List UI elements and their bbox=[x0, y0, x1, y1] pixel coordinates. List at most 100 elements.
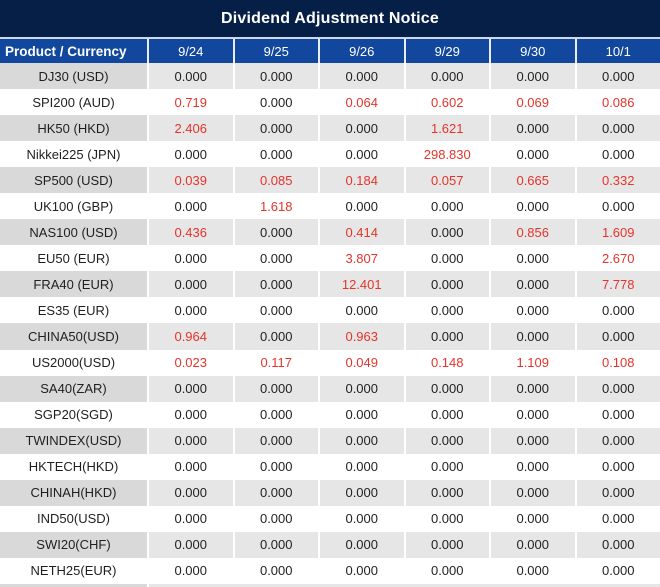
value-cell: 1.618 bbox=[234, 193, 320, 220]
product-cell: SA40(ZAR) bbox=[0, 375, 149, 402]
product-cell: SWI20(CHF) bbox=[0, 531, 149, 558]
value-cell: 0.000 bbox=[320, 557, 406, 584]
value-cell: 0.000 bbox=[491, 557, 577, 584]
value-cell: 0.000 bbox=[149, 375, 235, 402]
product-cell: SPI200 (AUD) bbox=[0, 89, 149, 116]
value-cell: 0.000 bbox=[234, 89, 320, 116]
value-cell: 0.000 bbox=[576, 375, 660, 402]
value-cell: 0.000 bbox=[149, 427, 235, 454]
value-cell: 0.000 bbox=[149, 401, 235, 428]
value-cell: 0.000 bbox=[576, 323, 660, 350]
value-cell: 0.000 bbox=[320, 63, 406, 90]
product-cell: NETH25(EUR) bbox=[0, 557, 149, 584]
value-cell: 0.000 bbox=[149, 193, 235, 220]
value-cell: 0.000 bbox=[149, 297, 235, 324]
value-cell: 0.000 bbox=[491, 401, 577, 428]
value-cell: 0.000 bbox=[576, 193, 660, 220]
value-cell: 298.830 bbox=[405, 141, 491, 168]
value-cell: 0.000 bbox=[405, 557, 491, 584]
product-cell: CHINAH(HKD) bbox=[0, 479, 149, 506]
value-cell: 0.000 bbox=[491, 245, 577, 272]
value-cell: 0.000 bbox=[405, 271, 491, 298]
value-cell: 0.000 bbox=[234, 375, 320, 402]
value-cell: 0.000 bbox=[234, 427, 320, 454]
value-cell: 0.000 bbox=[234, 271, 320, 298]
value-cell: 0.000 bbox=[491, 453, 577, 480]
value-cell: 0.000 bbox=[149, 505, 235, 532]
column-header-date: 9/29 bbox=[406, 39, 491, 63]
value-cell: 0.000 bbox=[576, 427, 660, 454]
value-cell: 0.000 bbox=[491, 505, 577, 532]
product-cell: FRA40 (EUR) bbox=[0, 271, 149, 298]
value-cell: 0.000 bbox=[320, 193, 406, 220]
value-cell: 0.000 bbox=[320, 401, 406, 428]
product-cell: US2000(USD) bbox=[0, 349, 149, 376]
value-cell: 0.000 bbox=[320, 427, 406, 454]
value-cell: 0.000 bbox=[320, 297, 406, 324]
product-cell: SGP20(SGD) bbox=[0, 401, 149, 428]
table-header-row: Product / Currency 9/24 9/25 9/26 9/29 9/30 1… bbox=[0, 39, 660, 63]
table-row: SWI20(CHF) 0.000 0.000 0.000 0.000 0.000 0.000 bbox=[0, 531, 660, 558]
value-cell: 0.000 bbox=[491, 141, 577, 168]
value-cell: 0.000 bbox=[405, 63, 491, 90]
value-cell: 0.184 bbox=[320, 167, 406, 194]
value-cell: 0.023 bbox=[149, 349, 235, 376]
value-cell: 1.621 bbox=[405, 115, 491, 142]
value-cell: 0.000 bbox=[576, 479, 660, 506]
product-cell: CHINA50(USD) bbox=[0, 323, 149, 350]
value-cell: 0.000 bbox=[234, 141, 320, 168]
value-cell: 0.436 bbox=[149, 219, 235, 246]
value-cell: 0.963 bbox=[320, 323, 406, 350]
value-cell: 0.000 bbox=[491, 375, 577, 402]
table-row: NAS100 (USD) 0.436 0.000 0.414 0.000 0.856 1.6… bbox=[0, 219, 660, 246]
value-cell: 0.000 bbox=[234, 219, 320, 246]
value-cell: 0.000 bbox=[320, 115, 406, 142]
product-cell: HK50 (HKD) bbox=[0, 115, 149, 142]
value-cell: 0.000 bbox=[320, 531, 406, 558]
product-cell: HKTECH(HKD) bbox=[0, 453, 149, 480]
value-cell: 0.000 bbox=[320, 479, 406, 506]
table-row: HKTECH(HKD) 0.000 0.000 0.000 0.000 0.000 0.00… bbox=[0, 453, 660, 480]
table-row: IND50(USD) 0.000 0.000 0.000 0.000 0.000 0.000 bbox=[0, 505, 660, 532]
value-cell: 0.000 bbox=[320, 375, 406, 402]
value-cell: 0.000 bbox=[234, 531, 320, 558]
column-header-product: Product / Currency bbox=[0, 39, 149, 63]
table-row: SPI200 (AUD) 0.719 0.000 0.064 0.602 0.069 0.0… bbox=[0, 89, 660, 116]
value-cell: 0.000 bbox=[491, 297, 577, 324]
value-cell: 0.000 bbox=[491, 193, 577, 220]
value-cell: 0.000 bbox=[320, 141, 406, 168]
table-row: TWINDEX(USD) 0.000 0.000 0.000 0.000 0.000 0.0… bbox=[0, 427, 660, 454]
value-cell: 2.406 bbox=[149, 115, 235, 142]
value-cell: 0.000 bbox=[234, 479, 320, 506]
partial-next-row bbox=[0, 584, 660, 587]
value-cell: 0.602 bbox=[405, 89, 491, 116]
value-cell: 0.332 bbox=[576, 167, 660, 194]
value-cell: 0.000 bbox=[149, 245, 235, 272]
value-cell: 0.000 bbox=[234, 505, 320, 532]
value-cell: 0.000 bbox=[576, 115, 660, 142]
value-cell: 0.000 bbox=[149, 453, 235, 480]
value-cell: 0.000 bbox=[576, 297, 660, 324]
value-cell: 0.000 bbox=[405, 323, 491, 350]
value-cell: 0.000 bbox=[320, 453, 406, 480]
value-cell: 0.000 bbox=[234, 453, 320, 480]
value-cell: 0.000 bbox=[405, 427, 491, 454]
value-cell: 0.000 bbox=[576, 531, 660, 558]
value-cell: 0.064 bbox=[320, 89, 406, 116]
value-cell: 12.401 bbox=[320, 271, 406, 298]
table-row: UK100 (GBP) 0.000 1.618 0.000 0.000 0.000 0.00… bbox=[0, 193, 660, 220]
value-cell: 0.000 bbox=[576, 63, 660, 90]
value-cell: 0.000 bbox=[491, 63, 577, 90]
value-cell: 0.000 bbox=[149, 271, 235, 298]
value-cell: 0.000 bbox=[405, 401, 491, 428]
column-header-date: 9/24 bbox=[149, 39, 235, 63]
value-cell: 1.109 bbox=[491, 349, 577, 376]
partial-row-label-cell bbox=[0, 584, 149, 587]
table-row: DJ30 (USD) 0.000 0.000 0.000 0.000 0.000 0.000 bbox=[0, 63, 660, 90]
column-header-date: 9/25 bbox=[235, 39, 320, 63]
value-cell: 0.117 bbox=[234, 349, 320, 376]
value-cell: 0.000 bbox=[576, 557, 660, 584]
table-row: CHINA50(USD) 0.964 0.000 0.963 0.000 0.000 0.0… bbox=[0, 323, 660, 350]
value-cell: 0.000 bbox=[576, 453, 660, 480]
